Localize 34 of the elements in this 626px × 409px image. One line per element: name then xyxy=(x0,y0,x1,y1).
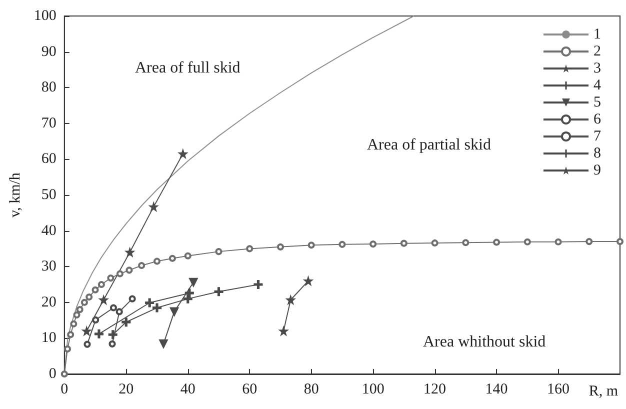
x-tick-label: 40 xyxy=(180,382,196,398)
x-tick-label: 120 xyxy=(424,382,446,398)
y-tick-label: 100 xyxy=(34,8,56,24)
x-tick-label: 160 xyxy=(547,382,570,398)
x-tick-label: 140 xyxy=(485,382,508,398)
y-tick-label: 60 xyxy=(41,151,56,168)
legend-label: 6 xyxy=(594,112,602,128)
x-tick-label: 80 xyxy=(304,382,319,398)
y-tick-label: 40 xyxy=(41,222,56,239)
annotation: Area of full skid xyxy=(135,60,240,76)
x-axis-title: R, m xyxy=(588,384,618,400)
y-tick-label: 30 xyxy=(41,258,56,275)
annotation: Area of partial skid xyxy=(367,136,491,154)
legend-label: 8 xyxy=(594,146,601,162)
y-tick-label: 70 xyxy=(41,115,56,132)
legend-label: 5 xyxy=(594,94,601,110)
annotation: Area whithout skid xyxy=(423,334,546,350)
y-tick-label: 10 xyxy=(41,330,56,346)
y-tick-label: 20 xyxy=(41,294,56,310)
x-tick-label: 0 xyxy=(60,382,68,398)
legend-label: 7 xyxy=(594,128,602,144)
y-tick-label: 90 xyxy=(41,44,56,60)
legend-label: 1 xyxy=(594,26,601,42)
legend-label: 4 xyxy=(594,78,602,94)
x-tick-label: 100 xyxy=(362,382,384,398)
y-tick-label: 0 xyxy=(48,366,56,382)
y-tick-label: 50 xyxy=(41,187,56,203)
y-tick-label: 80 xyxy=(41,80,56,96)
legend-label: 9 xyxy=(594,162,601,178)
legend-label: 3 xyxy=(594,60,601,76)
x-tick-label: 20 xyxy=(118,382,134,398)
legend-label: 2 xyxy=(594,44,601,60)
y-axis-title: v, km/h xyxy=(8,172,24,218)
x-tick-label: 60 xyxy=(242,382,258,398)
